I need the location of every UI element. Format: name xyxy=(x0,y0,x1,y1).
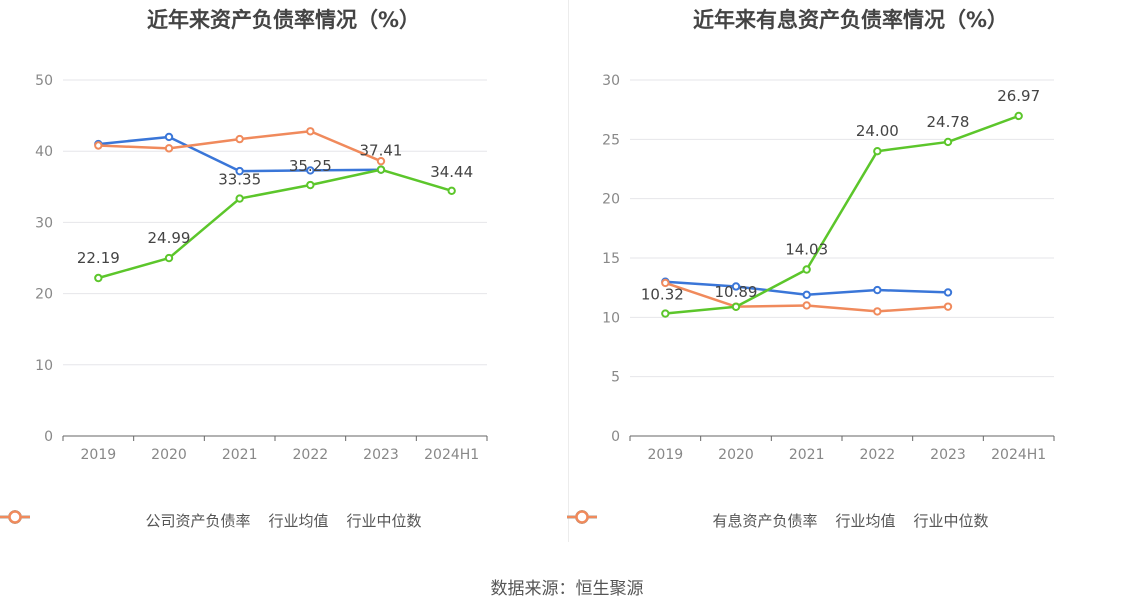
data-label: 34.44 xyxy=(430,163,473,181)
y-tick-label: 10 xyxy=(602,310,620,326)
series-line xyxy=(665,114,1020,315)
y-tick-label: 40 xyxy=(35,144,53,160)
legend-item[interactable]: 行业中位数 xyxy=(0,510,422,531)
chart-legend: 有息资产负债率 行业均值 行业中位数 xyxy=(567,510,1134,531)
y-tick-label: 0 xyxy=(611,429,620,445)
panel-divider xyxy=(568,0,569,542)
data-point[interactable] xyxy=(376,165,386,174)
data-point[interactable] xyxy=(94,141,103,150)
data-point[interactable] xyxy=(661,309,670,318)
data-label: 24.78 xyxy=(927,113,970,131)
legend-label: 行业中位数 xyxy=(346,512,422,530)
x-tick-label: 2024H1 xyxy=(991,447,1046,463)
data-label: 10.32 xyxy=(641,286,684,304)
data-source-note: 数据来源：恒生聚源 xyxy=(490,579,644,599)
y-tick-label: 20 xyxy=(602,192,620,208)
x-tick-label: 2022 xyxy=(293,447,329,463)
chart-panel-debt-ratio: 近年来资产负债率情况（%） 0 10 20 30 40 50 2019 2020 2021 202… xyxy=(0,0,567,560)
x-tick-label: 2019 xyxy=(648,447,684,463)
chart-panel-interest-debt-ratio: 近年来有息资产负债率情况（%） 0 5 10 15 20 25 30 2019 2020 2021… xyxy=(567,0,1134,560)
legend-swatch-icon xyxy=(0,510,30,524)
legend-item[interactable]: 行业中位数 xyxy=(567,510,989,531)
legend-label: 行业中位数 xyxy=(913,512,989,530)
data-point[interactable] xyxy=(873,307,882,316)
data-point[interactable] xyxy=(731,302,741,311)
chart-legend: 公司资产负债率 行业均值 行业中位数 xyxy=(0,510,567,531)
legend-label: 行业均值 xyxy=(835,512,896,530)
data-label: 10.89 xyxy=(715,283,758,301)
data-label: 33.35 xyxy=(218,171,261,189)
data-point[interactable] xyxy=(94,273,103,283)
legend-item[interactable]: 公司资产负债率 xyxy=(0,510,251,531)
data-point[interactable] xyxy=(873,285,882,295)
data-point[interactable] xyxy=(943,288,953,297)
y-tick-label: 15 xyxy=(602,251,620,267)
legend-label: 公司资产负债率 xyxy=(145,512,251,530)
data-point[interactable] xyxy=(943,302,953,311)
x-tick-label: 2020 xyxy=(151,447,187,463)
y-tick-label: 50 xyxy=(35,73,53,89)
data-point[interactable] xyxy=(164,132,174,142)
data-point[interactable] xyxy=(235,194,244,203)
x-tick-label: 2022 xyxy=(860,447,896,463)
y-tick-label: 20 xyxy=(35,287,53,303)
chart-svg-debt-ratio: 0 10 20 30 40 50 2019 2020 2021 2022 2023 2024H1 22.… xyxy=(35,73,488,463)
legend-swatch-icon xyxy=(567,510,597,524)
x-tick-label: 2023 xyxy=(363,447,399,463)
x-tick-label: 2024H1 xyxy=(424,447,479,463)
chart-title: 近年来资产负债率情况（%） xyxy=(146,8,421,32)
data-point[interactable] xyxy=(376,156,386,166)
legend-item[interactable]: 行业均值 xyxy=(567,510,896,531)
data-point[interactable] xyxy=(306,180,315,190)
x-tick-label: 2021 xyxy=(222,447,258,463)
y-tick-label: 25 xyxy=(602,132,620,148)
y-tick-label: 30 xyxy=(35,215,53,231)
x-tick-label: 2019 xyxy=(81,447,117,463)
legend-label: 有息资产负债率 xyxy=(712,512,818,530)
data-label: 24.99 xyxy=(148,229,191,247)
y-tick-label: 0 xyxy=(44,429,53,445)
chart-svg-interest-debt-ratio: 0 5 10 15 20 25 30 2019 2020 2021 2022 2023 2024H1 10… xyxy=(602,73,1055,463)
data-point[interactable] xyxy=(235,134,244,144)
data-point[interactable] xyxy=(802,290,811,299)
x-tick-label: 2020 xyxy=(718,447,754,463)
data-point[interactable] xyxy=(1014,111,1023,121)
data-point[interactable] xyxy=(731,282,741,291)
data-label: 26.97 xyxy=(997,87,1040,105)
legend-label: 行业均值 xyxy=(268,512,329,530)
y-tick-label: 5 xyxy=(611,370,620,386)
data-point[interactable] xyxy=(661,278,670,288)
y-tick-label: 30 xyxy=(602,73,620,89)
data-label: 14.03 xyxy=(785,241,828,259)
data-point[interactable] xyxy=(306,127,315,136)
data-point[interactable] xyxy=(802,265,811,274)
data-label: 35.25 xyxy=(289,157,332,175)
data-point[interactable] xyxy=(164,253,174,263)
data-label: 24.00 xyxy=(856,122,899,140)
data-point[interactable] xyxy=(873,147,882,156)
data-point[interactable] xyxy=(943,137,953,147)
chart-title: 近年来有息资产负债率情况（%） xyxy=(692,8,1009,32)
data-point[interactable] xyxy=(447,186,456,195)
x-tick-label: 2023 xyxy=(930,447,966,463)
x-tick-label: 2021 xyxy=(789,447,825,463)
data-label: 37.41 xyxy=(360,142,403,160)
data-label: 22.19 xyxy=(77,249,120,267)
data-point[interactable] xyxy=(235,166,244,176)
data-point[interactable] xyxy=(802,301,811,310)
series-line xyxy=(97,168,453,280)
legend-item[interactable]: 行业均值 xyxy=(0,510,329,531)
y-tick-label: 10 xyxy=(35,358,53,374)
data-point[interactable] xyxy=(164,144,174,153)
data-point[interactable] xyxy=(306,166,315,175)
legend-item[interactable]: 有息资产负债率 xyxy=(567,510,818,531)
